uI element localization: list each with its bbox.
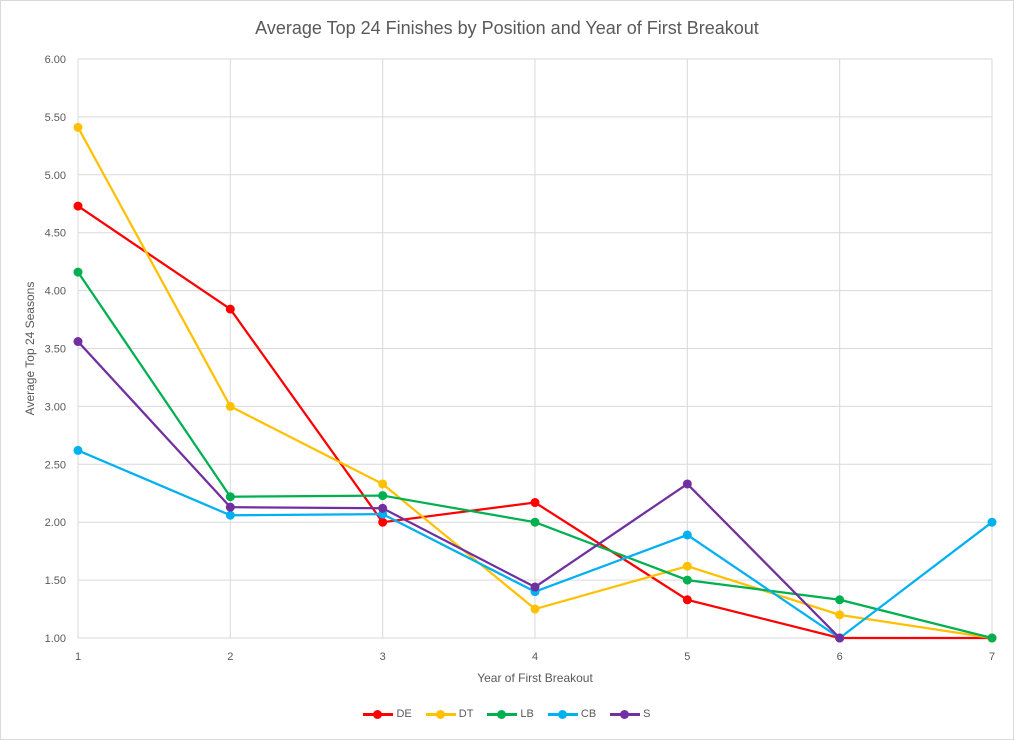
x-tick-label: 4 [532, 651, 538, 663]
x-tick-label: 6 [837, 651, 843, 663]
data-point-dt [225, 401, 235, 411]
chart-title: Average Top 24 Finishes by Position and … [255, 18, 759, 38]
y-tick-label: 4.50 [45, 228, 66, 240]
data-point-s [682, 479, 692, 489]
data-point-dt [378, 479, 388, 489]
y-tick-label: 3.50 [45, 344, 66, 356]
data-point-de [378, 517, 388, 527]
legend-swatch [547, 709, 578, 719]
data-point-de [682, 595, 692, 605]
legend-item-cb: CB [547, 708, 597, 720]
data-point-dt [835, 610, 845, 620]
x-tick-label: 3 [380, 651, 386, 663]
y-tick-label: 6.00 [45, 54, 66, 66]
data-point-lb [835, 595, 845, 605]
data-point-de [530, 498, 540, 508]
data-point-cb [987, 517, 997, 527]
legend-label: S [643, 708, 651, 720]
x-tick-label: 7 [989, 651, 995, 663]
y-tick-label: 1.00 [45, 633, 66, 645]
x-tick-label: 5 [684, 651, 690, 663]
legend-item-s: S [610, 708, 651, 720]
series-line-s [77, 340, 841, 639]
legend-swatch [610, 709, 641, 719]
y-tick-label: 3.00 [45, 401, 66, 413]
data-point-lb [378, 491, 388, 501]
data-point-cb [682, 530, 692, 540]
y-tick-label: 4.00 [45, 286, 66, 298]
y-tick-label: 5.50 [45, 112, 66, 124]
data-point-lb [987, 633, 997, 643]
data-point-lb [530, 517, 540, 527]
data-point-cb [225, 510, 235, 520]
data-point-s [530, 582, 540, 592]
data-point-cb [73, 445, 83, 455]
legend-item-de: DE [363, 708, 412, 720]
legend-swatch [363, 709, 394, 719]
x-tick-label: 2 [227, 651, 233, 663]
data-point-lb [73, 267, 83, 277]
data-point-s [73, 337, 83, 347]
data-point-s [378, 503, 388, 513]
data-point-s [835, 633, 845, 643]
legend-item-lb: LB [487, 708, 534, 720]
legend-label: LB [520, 708, 534, 720]
legend-swatch [487, 709, 518, 719]
y-tick-label: 2.00 [45, 517, 66, 529]
legend-label: DE [396, 708, 412, 720]
legend-label: DT [458, 708, 474, 720]
data-point-dt [73, 122, 83, 132]
data-point-lb [682, 575, 692, 585]
data-point-s [225, 502, 235, 512]
data-point-dt [682, 561, 692, 571]
legend: DE DT LB CB S [0, 708, 1014, 720]
legend-item-dt: DT [425, 708, 474, 720]
y-axis-label: Average Top 24 Seasons [23, 282, 37, 416]
y-tick-label: 2.50 [45, 459, 66, 471]
x-tick-label: 1 [75, 651, 81, 663]
legend-swatch [425, 709, 456, 719]
x-axis-label: Year of First Breakout [477, 671, 593, 685]
data-point-de [225, 304, 235, 314]
data-point-dt [530, 604, 540, 614]
legend-label: CB [580, 708, 597, 720]
y-tick-label: 5.00 [45, 170, 66, 182]
data-point-lb [225, 492, 235, 502]
y-tick-label: 1.50 [45, 575, 66, 587]
data-point-de [73, 201, 83, 211]
